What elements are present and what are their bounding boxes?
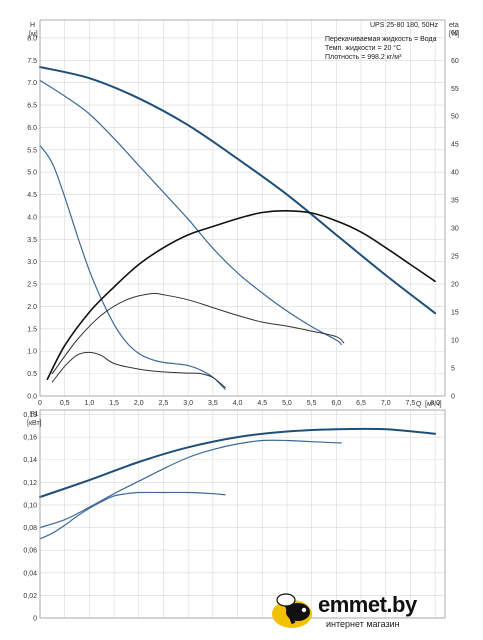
head-efficiency-chart: 0 0,5 1,0 1,5 2,0 2,5 3,0 3,5 4,0 4,5 5,0 5,5 6,0 6,5… [27, 19, 459, 408]
head-chart-y2-ticks: 0 5 10 15 20 25 30 35 40 45 50 55 60 65 [451, 30, 459, 401]
head-tick-label: 3.0 [27, 259, 37, 266]
bee-logo-icon [272, 593, 312, 628]
flow-tick-label: 0,5 [60, 400, 70, 407]
eta-tick-label: 45 [451, 142, 459, 149]
head-tick-label: 7.0 [27, 80, 37, 87]
eta-tick-label: 10 [451, 338, 459, 345]
eta-tick-label: 55 [451, 86, 459, 93]
power-tick-label: 0,10 [23, 502, 37, 509]
head-chart-y-ticks: 0.0 0.5 1.0 1.5 2.0 2.5 3.0 3.5 4.0 4.5 5.0 5.5 6.0 6… [27, 35, 37, 400]
eta-tick-label: 40 [451, 170, 459, 177]
head-chart-x-ticks: 0 0,5 1,0 1,5 2,0 2,5 3,0 3,5 4,0 4,5 5,0 5,5 6,0 6,5… [38, 400, 440, 407]
eta-axis-label: eta [449, 22, 459, 29]
flow-tick-label: 3,5 [208, 400, 218, 407]
brand-tagline: интернет магазин [326, 619, 400, 629]
flow-tick-label: 7,0 [381, 400, 391, 407]
eta-tick-label: 5 [451, 366, 455, 373]
power-tick-label: 0,06 [23, 548, 37, 555]
head-axis-label: H [30, 22, 35, 29]
eta-axis-unit: [%] [449, 31, 459, 38]
power-chart-frame [39, 409, 446, 619]
head-tick-label: 6.0 [27, 125, 37, 132]
power-axis-label: P1 [30, 411, 39, 418]
power-curve [39, 427, 437, 498]
power-curve [39, 439, 342, 529]
head-tick-label: 3.5 [27, 237, 37, 244]
flow-tick-label: 2,0 [134, 400, 144, 407]
eta-tick-label: 60 [451, 58, 459, 65]
info-temperature: Темп. жидкости = 20 °C [325, 44, 401, 52]
power-chart-series [39, 427, 437, 540]
power-tick-label: 0,12 [23, 480, 37, 487]
head-tick-label: 4.0 [27, 214, 37, 221]
efficiency-curve [51, 292, 345, 375]
flow-tick-label: 1,5 [109, 400, 119, 407]
power-tick-label: 0,04 [23, 570, 37, 577]
eta-tick-label: 30 [451, 226, 459, 233]
flow-tick-label: 8,0 [430, 400, 440, 407]
head-tick-label: 8.0 [27, 35, 37, 42]
flow-tick-label: 7,5 [406, 400, 416, 407]
efficiency-curve [46, 209, 436, 380]
head-tick-label: 7.5 [27, 58, 37, 65]
head-tick-label: 1.0 [27, 349, 37, 356]
flow-tick-label: 0 [38, 400, 42, 407]
head-chart-series [39, 66, 437, 390]
power-chart-grid [39, 410, 445, 619]
power-tick-label: 0,02 [23, 593, 37, 600]
head-tick-label: 2.5 [27, 282, 37, 289]
efficiency-curve [51, 351, 226, 389]
power-axis-unit: [кВт] [27, 420, 42, 427]
head-tick-label: 0.0 [27, 394, 37, 401]
eta-tick-label: 0 [451, 394, 455, 401]
eta-tick-label: 35 [451, 198, 459, 205]
info-liquid: Перекачиваемая жидкость = Вода [325, 36, 437, 43]
flow-tick-label: 6,5 [356, 400, 366, 407]
eta-tick-label: 20 [451, 282, 459, 289]
flow-axis-label: Q [416, 401, 422, 408]
power-tick-label: 0 [33, 616, 37, 623]
head-axis-unit: [м] [29, 31, 38, 38]
info-box: UPS 25-80 180, 50Hz Перекачиваемая жидко… [325, 22, 439, 61]
flow-tick-label: 6,0 [331, 400, 341, 407]
flow-tick-label: 1,0 [85, 400, 95, 407]
flow-tick-label: 4,0 [233, 400, 243, 407]
flow-tick-label: 5,5 [307, 400, 317, 407]
flow-tick-label: 4,5 [257, 400, 267, 407]
head-chart-frame [39, 19, 446, 397]
head-tick-label: 1.5 [27, 326, 37, 333]
eta-tick-label: 65 [451, 30, 459, 37]
flow-tick-label: 5,0 [282, 400, 292, 407]
flow-axis-unit: [м³/ч] [425, 401, 442, 408]
head-tick-label: 5.0 [27, 170, 37, 177]
power-tick-label: 0,14 [23, 457, 37, 464]
eta-tick-label: 50 [451, 114, 459, 121]
eta-tick-label: 25 [451, 254, 459, 261]
head-chart-grid [39, 20, 445, 397]
head-tick-label: 2.0 [27, 304, 37, 311]
head-curve [39, 66, 437, 315]
flow-tick-label: 3,0 [183, 400, 193, 407]
power-tick-label: 0,16 [23, 435, 37, 442]
head-tick-label: 5.5 [27, 147, 37, 154]
power-curve [39, 491, 226, 540]
power-tick-label: 0,08 [23, 525, 37, 532]
eta-tick-label: 15 [451, 310, 459, 317]
power-chart: 0 0,02 0,04 0,06 0,08 0,10 0,12 0,14 0,16 0,18 P1… [23, 409, 446, 623]
brand-name: emmet.by [318, 592, 417, 617]
head-curve [39, 79, 342, 346]
head-tick-label: 4.5 [27, 192, 37, 199]
pump-model-title: UPS 25-80 180, 50Hz [370, 22, 439, 29]
power-chart-y-ticks: 0 0,02 0,04 0,06 0,08 0,10 0,12 0,14 0,16 0,18 [23, 412, 37, 622]
info-density: Плотность = 998.2 кг/м³ [325, 54, 402, 61]
head-curve [39, 144, 226, 390]
power-tick-label: 0,18 [23, 412, 37, 419]
flow-tick-label: 2,5 [159, 400, 169, 407]
head-tick-label: 0.5 [27, 371, 37, 378]
head-tick-label: 6.5 [27, 103, 37, 110]
